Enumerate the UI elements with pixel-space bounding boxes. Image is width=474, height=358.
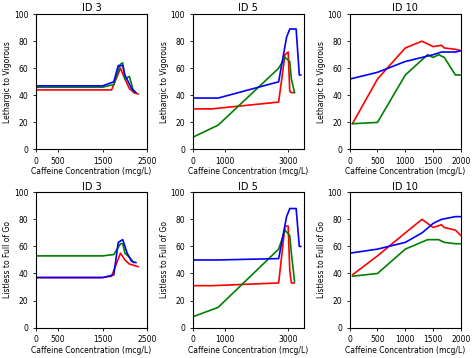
X-axis label: Caffeine Concentration (mcg/L): Caffeine Concentration (mcg/L) xyxy=(188,346,309,355)
X-axis label: Caffeine Concentration (mcg/L): Caffeine Concentration (mcg/L) xyxy=(188,168,309,176)
Y-axis label: Lethargic to Vigorous: Lethargic to Vigorous xyxy=(317,41,326,123)
Y-axis label: Lethargic to Vigorous: Lethargic to Vigorous xyxy=(3,41,12,123)
Y-axis label: Listless to Full of Go: Listless to Full of Go xyxy=(3,222,12,299)
Title: ID 5: ID 5 xyxy=(238,3,258,13)
Title: ID 10: ID 10 xyxy=(392,182,418,192)
Title: ID 3: ID 3 xyxy=(82,3,101,13)
Title: ID 5: ID 5 xyxy=(238,182,258,192)
X-axis label: Caffeine Concentration (mcg/L): Caffeine Concentration (mcg/L) xyxy=(345,168,465,176)
Title: ID 3: ID 3 xyxy=(82,182,101,192)
Title: ID 10: ID 10 xyxy=(392,3,418,13)
X-axis label: Caffeine Concentration (mcg/L): Caffeine Concentration (mcg/L) xyxy=(31,346,152,355)
Y-axis label: Lethargic to Vigorous: Lethargic to Vigorous xyxy=(160,41,169,123)
Y-axis label: Listless to Full of Go: Listless to Full of Go xyxy=(160,222,169,299)
X-axis label: Caffeine Concentration (mcg/L): Caffeine Concentration (mcg/L) xyxy=(345,346,465,355)
Y-axis label: Listless to Full of Go: Listless to Full of Go xyxy=(317,222,326,299)
X-axis label: Caffeine Concentration (mcg/L): Caffeine Concentration (mcg/L) xyxy=(31,168,152,176)
